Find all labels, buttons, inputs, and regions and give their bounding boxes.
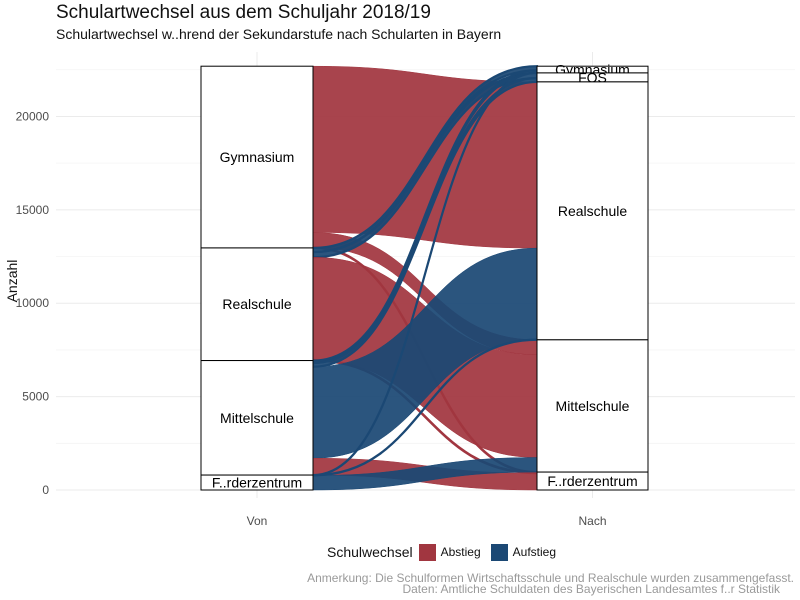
legend-label-abstieg: Abstieg (440, 545, 481, 559)
stratum-nach-realschule (536, 81, 649, 341)
legend: Schulwechsel Abstieg Aufstieg (327, 543, 566, 561)
y-tick-label: 5000 (22, 390, 49, 404)
x-tick-label: Nach (578, 514, 606, 528)
y-tick-label: 20000 (16, 109, 50, 123)
stratum-nach-foerderzentrum (536, 471, 649, 491)
x-tick-label: Von (247, 514, 268, 528)
stratum-label-von-realschule: Realschule (222, 296, 291, 312)
stratum-label-nach-realschule: Realschule (558, 203, 627, 219)
stratum-label-von-foerderzentrum: F..rderzentrum (212, 475, 302, 491)
y-tick-label: 0 (42, 483, 49, 497)
legend-label-aufstieg: Aufstieg (512, 545, 556, 559)
stratum-nach-mittelschule (536, 339, 649, 473)
legend-key-abstieg (418, 543, 436, 561)
legend-title: Schulwechsel (327, 544, 413, 560)
y-tick-label: 10000 (16, 296, 50, 310)
strata-layer: Gymnasium Realschule Mittelschule F..rderze… (200, 62, 649, 491)
caption-source: Daten: Amtliche Schuldaten des Bayerisch… (402, 582, 780, 596)
chart-title: Schulartwechsel aus dem Schuljahr 2018/1… (56, 2, 431, 23)
flow-layer (311, 65, 539, 491)
legend-key-aufstieg (490, 543, 508, 561)
y-axis: 0 5000 10000 15000 20000 (16, 109, 50, 497)
stratum-label-von-gymnasium: Gymnasium (220, 149, 295, 165)
legend-item-aufstieg: Aufstieg (490, 543, 556, 561)
y-axis-label: Anzahl (4, 260, 20, 303)
stratum-von-mittelschule (200, 360, 314, 476)
stratum-label-nach-mittelschule: Mittelschule (556, 398, 630, 414)
stratum-label-von-mittelschule: Mittelschule (220, 410, 294, 426)
caption-note: Anmerkung: Die Schulformen Wirtschaftssc… (307, 571, 794, 585)
legend-item-abstieg: Abstieg (418, 543, 481, 561)
y-tick-label: 15000 (16, 203, 50, 217)
x-axis: Von Nach (247, 514, 607, 528)
stratum-label-nach-foerderzentrum: F..rderzentrum (547, 473, 637, 489)
chart-subtitle: Schulartwechsel w..hrend der Sekundarstu… (56, 26, 502, 42)
stratum-von-foerderzentrum (200, 474, 314, 491)
